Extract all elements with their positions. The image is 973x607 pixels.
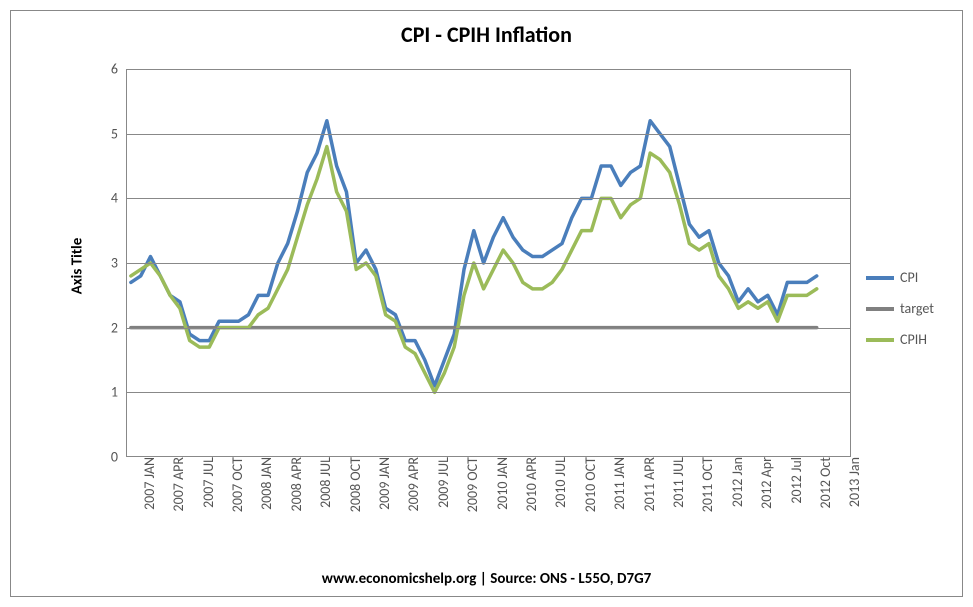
legend-swatch — [866, 307, 894, 311]
y-tick-label: 2 — [111, 319, 126, 336]
gridline — [126, 134, 851, 135]
legend-item: target — [866, 300, 934, 317]
y-tick-label: 6 — [111, 61, 126, 78]
x-tick-label: 2011 APR — [636, 457, 658, 511]
x-tick-label: 2008 JUL — [312, 457, 334, 508]
x-tick-label: 2009 JAN — [371, 457, 393, 510]
legend-label: target — [900, 300, 934, 317]
x-tick-label: 2009 APR — [400, 457, 422, 511]
plot-area: 01234562007 JAN2007 APR2007 JUL2007 OCT2… — [126, 69, 851, 457]
legend: CPI target CPIH — [866, 269, 934, 362]
gridline — [126, 392, 851, 393]
chart-title: CPI - CPIH Inflation — [11, 21, 962, 48]
legend-label: CPI — [900, 269, 918, 286]
series-line-cpih — [131, 147, 817, 393]
y-axis-title: Axis Title — [68, 238, 86, 295]
legend-swatch — [866, 338, 894, 342]
x-tick-label: 2010 JAN — [489, 457, 511, 510]
x-tick-label: 2007 JUL — [195, 457, 217, 508]
gridline — [126, 328, 851, 329]
x-tick-label: 2010 OCT — [577, 457, 599, 512]
x-tick-label: 2011 OCT — [694, 457, 716, 512]
x-tick-label: 2008 APR — [283, 457, 305, 511]
legend-swatch — [866, 276, 894, 280]
x-tick-label: 2007 APR — [165, 457, 187, 511]
x-tick-label: 2010 JUL — [547, 457, 569, 508]
chart-frame: CPI - CPIH Inflation Axis Title 01234562… — [10, 10, 963, 597]
x-tick-label: 2013 Jan — [841, 457, 863, 507]
x-tick-label: 2008 OCT — [342, 457, 364, 512]
legend-label: CPIH — [900, 331, 927, 348]
legend-item: CPIH — [866, 331, 934, 348]
x-tick-label: 2012 Jan — [724, 457, 746, 507]
y-tick-label: 4 — [111, 190, 126, 207]
x-tick-label: 2008 JAN — [253, 457, 275, 510]
x-tick-label: 2012 Apr — [753, 457, 775, 509]
y-tick-label: 1 — [111, 384, 126, 401]
y-tick-label: 0 — [111, 449, 126, 466]
gridline — [126, 198, 851, 199]
x-tick-label: 2009 JUL — [430, 457, 452, 508]
x-tick-label: 2010 APR — [518, 457, 540, 511]
x-tick-label: 2012 Jul — [783, 457, 805, 504]
legend-item: CPI — [866, 269, 934, 286]
y-tick-label: 5 — [111, 125, 126, 142]
x-axis-title: www.economicshelp.org | Source: ONS - L5… — [11, 570, 962, 588]
x-tick-label: 2007 OCT — [224, 457, 246, 512]
x-tick-label: 2007 JAN — [136, 457, 158, 510]
x-tick-label: 2011 JAN — [606, 457, 628, 510]
x-tick-label: 2012 Oct — [812, 457, 834, 508]
gridline — [126, 263, 851, 264]
x-tick-label: 2009 OCT — [459, 457, 481, 512]
y-tick-label: 3 — [111, 255, 126, 272]
x-tick-label: 2011 JUL — [665, 457, 687, 508]
series-line-cpi — [131, 121, 817, 386]
